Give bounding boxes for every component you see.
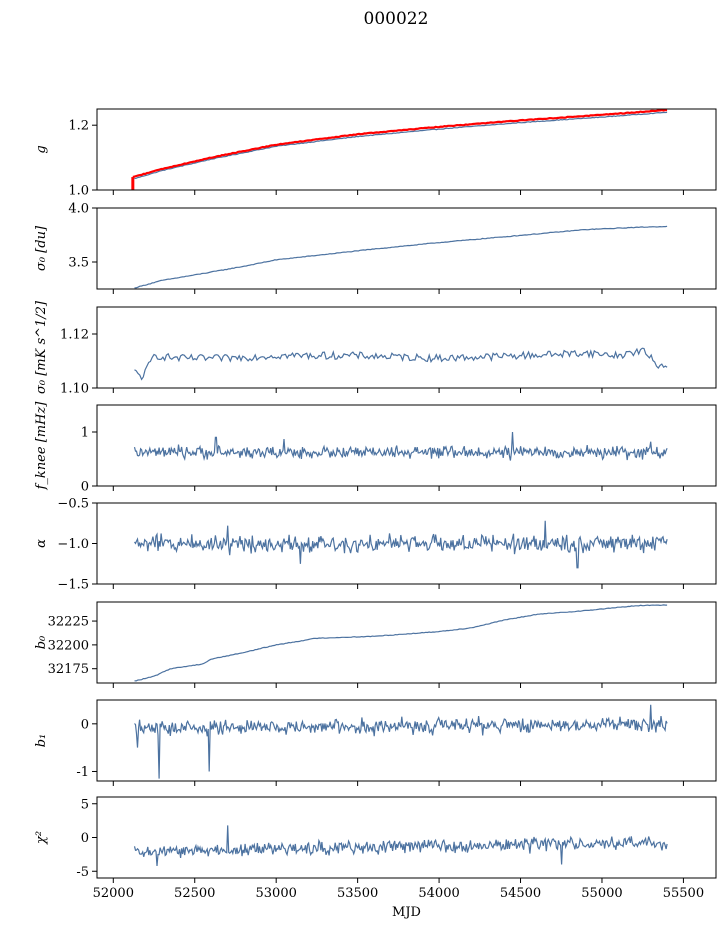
x-tick-label: 53000	[256, 886, 297, 901]
y-axis-label: g	[34, 145, 49, 153]
subplot-8: -5 0 5 52000 52500 53000 53500 54000 54500 55000 5…	[34, 796, 717, 920]
series-line-1	[134, 520, 668, 569]
x-tick-label: 55500	[663, 886, 704, 901]
y-axis-label: χ²	[34, 831, 49, 845]
y-axis-label: b₁	[34, 734, 49, 748]
subplot-stack: 1.0 1.2 g 3.5 4.0 σ₀ [du] 1.10 1.12 σ₀ [mK s^1/2…	[34, 108, 717, 920]
x-tick-label: 54500	[500, 886, 541, 901]
subplot-3: 1.10 1.12 σ₀ [mK s^1/2]	[34, 300, 717, 397]
subplot-2: 3.5 4.0 σ₀ [du]	[34, 202, 717, 294]
axes-frame	[96, 699, 717, 782]
x-axis-label: MJD	[392, 905, 421, 920]
y-axis-label: σ₀ [du]	[34, 225, 49, 271]
y-axis-label: f_knee [mHz]	[34, 401, 49, 491]
y-tick-label: 32225	[48, 615, 89, 630]
x-tick-label: 52500	[174, 886, 215, 901]
y-tick-label: 1.12	[60, 328, 89, 343]
y-tick-label: 1	[81, 426, 89, 441]
subplot-1: 1.0 1.2 g	[34, 108, 717, 199]
axes-frame	[96, 108, 717, 191]
x-tick-label: 53500	[337, 886, 378, 901]
y-tick-label: 32200	[48, 638, 89, 653]
axes-frame	[96, 207, 717, 290]
y-tick-label: 0	[81, 480, 89, 495]
axes-frame	[96, 796, 717, 879]
subplot-4: 0 1 f_knee [mHz]	[34, 401, 717, 495]
y-tick-label: 4.0	[68, 202, 89, 217]
y-axis-label: b₀	[34, 635, 49, 649]
y-tick-label: −1.0	[57, 537, 89, 552]
y-tick-label: 1.0	[68, 184, 89, 199]
y-tick-label: -1	[76, 765, 89, 780]
y-tick-label: −1.5	[57, 578, 89, 593]
series-line-1	[133, 431, 668, 462]
y-tick-label: 5	[81, 797, 89, 812]
subplot-7: -1 0 b₁	[34, 699, 717, 786]
series-line-1	[134, 225, 668, 289]
y-axis-label: σ₀ [mK s^1/2]	[34, 300, 49, 394]
y-tick-label: 1.2	[68, 119, 89, 134]
y-tick-label: 32175	[48, 662, 89, 677]
y-tick-label: 3.5	[68, 256, 89, 271]
y-axis-label: α	[34, 539, 49, 548]
series-line-2	[132, 108, 668, 178]
x-tick-label: 52000	[93, 886, 134, 901]
y-tick-label: -5	[76, 865, 89, 880]
series-line-1	[134, 347, 668, 381]
axes-frame	[96, 601, 717, 684]
y-tick-label: 0	[81, 831, 89, 846]
subplot-6: 32175 32200 32225 b₀	[34, 601, 717, 688]
series-line-1	[134, 704, 668, 779]
subplot-5: −1.5 −1.0 −0.5 α	[34, 497, 717, 593]
series-line-1	[134, 111, 668, 180]
figure-title: 000022	[364, 9, 429, 29]
series-line-1	[133, 825, 668, 866]
y-tick-label: −0.5	[57, 497, 89, 512]
axes-frame	[96, 404, 717, 487]
axes-frame	[96, 306, 717, 389]
x-tick-label: 55000	[581, 886, 622, 901]
series-line-1	[134, 604, 668, 682]
x-tick-label: 54000	[418, 886, 459, 901]
y-tick-label: 0	[81, 717, 89, 732]
y-tick-label: 1.10	[60, 382, 89, 397]
